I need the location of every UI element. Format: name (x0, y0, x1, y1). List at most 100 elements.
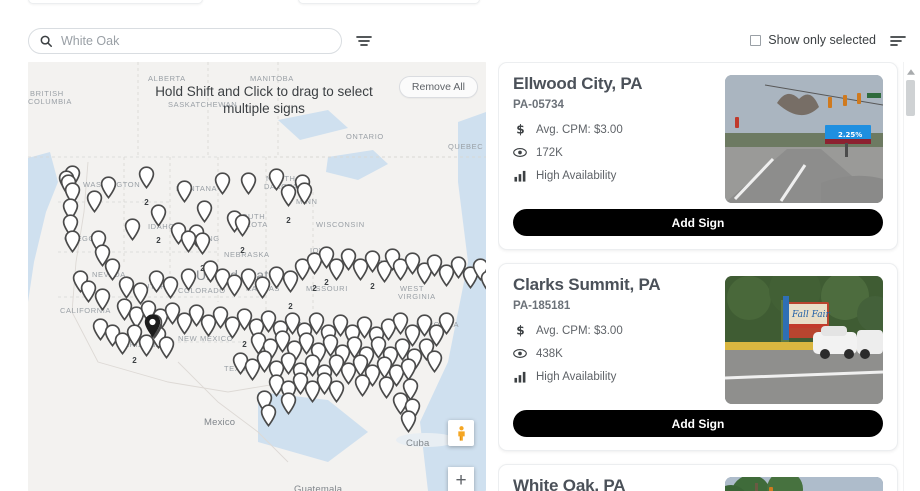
sign-results-list[interactable]: Ellwood City, PA PA-05734 $ Avg. CPM: $3.00… (498, 62, 902, 491)
map-pin[interactable] (480, 270, 486, 293)
map-pin[interactable] (164, 302, 181, 325)
sign-id: PA-185181 (513, 299, 571, 312)
map-pin[interactable] (104, 258, 121, 281)
map-pin[interactable] (212, 306, 229, 329)
map-pin[interactable] (304, 354, 321, 377)
map-pin[interactable] (340, 248, 357, 271)
map-pin[interactable] (116, 298, 133, 321)
map-pin[interactable] (268, 168, 285, 191)
map-pin[interactable] (180, 230, 197, 253)
map-pin[interactable] (328, 354, 345, 377)
metric-availability-value: High Availability (536, 370, 617, 383)
map-pin[interactable] (100, 176, 117, 199)
map-pin[interactable] (94, 244, 111, 267)
map-pin[interactable] (274, 330, 291, 353)
map-pin[interactable] (370, 336, 387, 359)
show-only-selected-toggle[interactable]: Show only selected (750, 33, 876, 47)
map-pin[interactable] (450, 256, 467, 279)
sort-icon[interactable] (888, 33, 908, 49)
map-pin[interactable]: 2 (364, 250, 381, 291)
map-pin[interactable] (86, 190, 103, 213)
map-pin[interactable]: 2 (138, 166, 155, 207)
map-pin[interactable] (400, 410, 417, 433)
map-zoom-in-button[interactable]: + (448, 467, 474, 491)
filter-icon[interactable] (354, 32, 374, 50)
map-pin[interactable] (64, 230, 81, 253)
map-pin[interactable]: 2 (150, 204, 167, 245)
map-pin[interactable] (426, 350, 443, 373)
sign-card[interactable]: Clarks Summit, PA PA-185181 $ Avg. CPM: $3.… (498, 263, 898, 451)
sign-photo[interactable]: BIG ONES (725, 477, 883, 491)
map-pin[interactable] (268, 266, 285, 289)
list-scrollbar[interactable] (903, 62, 916, 491)
map-pin[interactable]: 2 (194, 232, 211, 273)
sign-photo[interactable]: Fall Fair (725, 276, 883, 404)
map-canvas[interactable]: Hold Shift and Click to drag to select m… (28, 62, 486, 491)
map-pin[interactable] (322, 334, 339, 357)
map-pin[interactable] (158, 336, 175, 359)
map-pin-cluster-count: 2 (242, 340, 247, 349)
map-pin[interactable]: 2 (280, 184, 297, 225)
map-pin-selected[interactable] (144, 314, 161, 337)
map-pin[interactable]: 2 (282, 270, 299, 311)
search-input[interactable] (61, 30, 331, 52)
sign-title: Ellwood City, PA (513, 74, 643, 93)
map-pin[interactable]: 2 (236, 308, 253, 349)
map-pin[interactable] (176, 180, 193, 203)
map-pin[interactable] (240, 268, 257, 291)
metric-impressions: 172K (513, 146, 725, 160)
map-pin[interactable] (124, 218, 141, 241)
map-pin[interactable] (354, 374, 371, 397)
map-pin[interactable] (404, 324, 421, 347)
map-pin[interactable] (378, 376, 395, 399)
map-pin[interactable] (214, 268, 231, 291)
map-pin[interactable] (256, 350, 273, 373)
map-pin[interactable] (260, 404, 277, 427)
map-pin[interactable] (328, 380, 345, 403)
map-pin[interactable] (392, 392, 409, 415)
map-pin[interactable] (332, 314, 349, 337)
map-pin[interactable] (426, 254, 443, 277)
map-pin[interactable] (438, 312, 455, 335)
map-pin[interactable] (180, 268, 197, 291)
map-pin[interactable] (280, 392, 297, 415)
map-pin[interactable] (268, 374, 285, 397)
sign-photo[interactable]: 2.25% (725, 75, 883, 203)
show-only-selected-checkbox[interactable] (750, 34, 762, 46)
street-view-pegman-icon[interactable] (448, 420, 474, 446)
map-pin[interactable] (232, 352, 249, 375)
map-pin[interactable] (202, 260, 219, 283)
map-pin[interactable] (132, 282, 149, 305)
map-pin[interactable] (316, 372, 333, 395)
add-sign-button[interactable]: Add Sign (513, 410, 883, 437)
map-pin[interactable] (284, 312, 301, 335)
map-pin[interactable] (392, 312, 409, 335)
sign-card[interactable]: Ellwood City, PA PA-05734 $ Avg. CPM: $3.00… (498, 62, 898, 250)
map-pin[interactable] (240, 172, 257, 195)
map-pin[interactable] (214, 172, 231, 195)
map-pin[interactable] (226, 274, 243, 297)
search-box[interactable] (28, 28, 342, 54)
map-pin[interactable] (292, 372, 309, 395)
map-pin[interactable] (148, 270, 165, 293)
map-pin[interactable] (94, 288, 111, 311)
add-sign-button[interactable]: Add Sign (513, 209, 883, 236)
scroll-up-arrow-icon[interactable] (904, 66, 917, 78)
scrollbar-thumb[interactable] (906, 80, 915, 116)
map-pin[interactable] (118, 276, 135, 299)
map-pin[interactable] (162, 276, 179, 299)
map-pin[interactable] (404, 252, 421, 275)
map-pin[interactable] (254, 276, 271, 299)
map-pin[interactable] (92, 318, 109, 341)
map-pin[interactable] (328, 258, 345, 281)
map-pin[interactable] (394, 338, 411, 361)
map-pin[interactable] (296, 182, 313, 205)
map-pin[interactable]: 2 (126, 324, 143, 365)
map-pin[interactable] (80, 280, 97, 303)
remove-all-button[interactable]: Remove All (398, 76, 478, 98)
map-pin[interactable] (188, 304, 205, 327)
map-pin[interactable]: 2 (234, 214, 251, 255)
map-pin[interactable] (196, 200, 213, 223)
